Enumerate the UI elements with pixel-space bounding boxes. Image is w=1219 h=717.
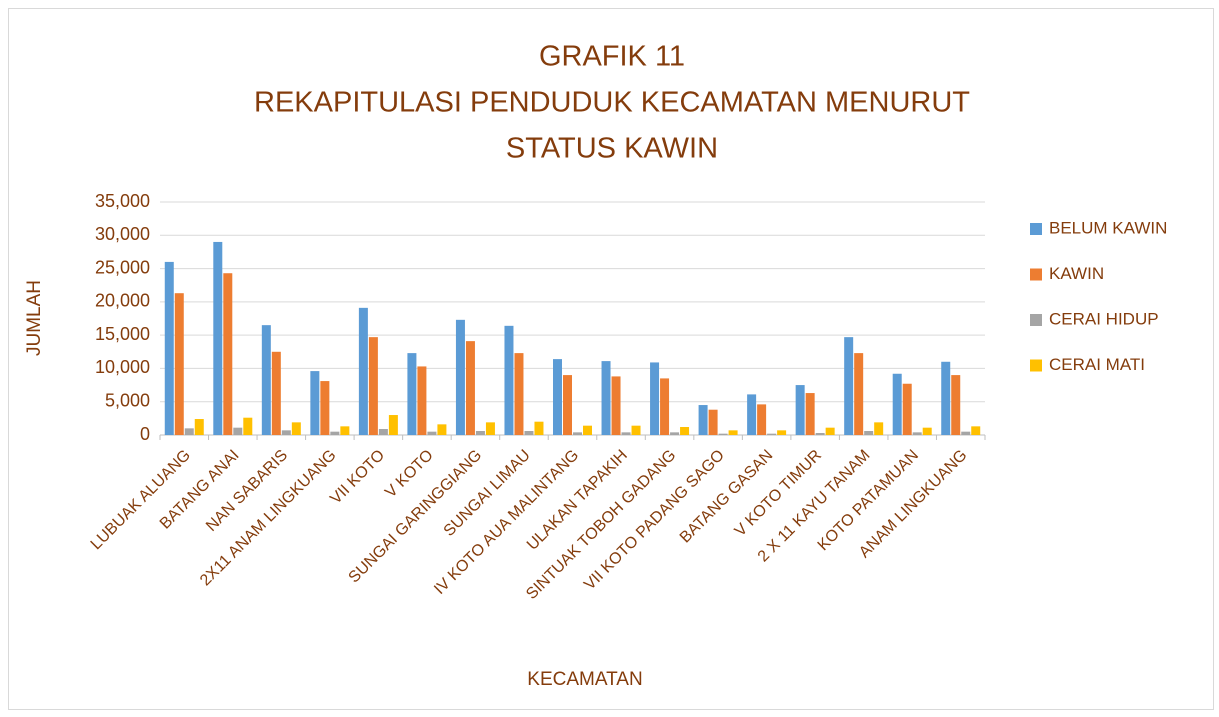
y-tick-label: 15,000: [95, 324, 150, 344]
bar: [291, 422, 301, 435]
bar: [330, 431, 340, 435]
legend-swatch: [1030, 314, 1042, 326]
bar: [475, 431, 485, 435]
chart-frame: [8, 8, 1214, 710]
bar: [631, 425, 641, 435]
y-tick-label: 35,000: [95, 191, 150, 211]
y-tick-label: 25,000: [95, 257, 150, 277]
y-tick-label: 10,000: [95, 357, 150, 377]
bar: [698, 405, 708, 435]
bar: [912, 432, 922, 435]
chart-title: REKAPITULASI PENDUDUK KECAMATAN MENURUT: [254, 87, 970, 119]
bar: [184, 428, 194, 435]
bar: [874, 422, 884, 435]
bar: [902, 383, 912, 435]
bar: [514, 353, 524, 435]
bar: [534, 421, 544, 435]
bar: [243, 417, 253, 435]
y-tick-label: 0: [140, 424, 150, 444]
bar: [708, 409, 718, 435]
x-axis-title: KECAMATAN: [527, 669, 642, 690]
chart-title: STATUS KAWIN: [506, 133, 718, 165]
bar: [358, 307, 368, 435]
bar: [922, 427, 932, 435]
bar: [650, 362, 660, 435]
bar: [310, 371, 320, 435]
bar: [194, 419, 204, 435]
bar: [427, 431, 437, 435]
bar: [504, 325, 514, 435]
bar: [961, 431, 971, 435]
bar: [757, 404, 767, 435]
y-axis-title: JUMLAH: [24, 280, 45, 356]
legend-label: KAWIN: [1049, 264, 1104, 283]
legend-label: BELUM KAWIN: [1049, 218, 1167, 237]
chart-title: GRAFIK 11: [539, 41, 685, 73]
bar: [825, 427, 835, 435]
bar: [718, 433, 728, 435]
bar: [611, 376, 621, 435]
y-tick-label: 30,000: [95, 224, 150, 244]
bar: [261, 325, 271, 435]
bar: [271, 351, 281, 435]
bar: [680, 427, 690, 435]
legend-label: CERAI MATI: [1049, 355, 1145, 374]
bar: [320, 381, 330, 435]
legend-swatch: [1030, 268, 1042, 281]
bar: [805, 393, 815, 435]
bar: [951, 375, 961, 435]
bar: [437, 424, 447, 435]
bar: [340, 426, 350, 435]
bar: [233, 427, 243, 435]
bar: [892, 373, 902, 435]
legend-label: CERAI HIDUP: [1049, 309, 1159, 328]
bar: [368, 337, 378, 435]
bar: [767, 433, 777, 435]
bar: [795, 385, 805, 435]
bar: [407, 353, 417, 435]
legend-swatch: [1030, 223, 1042, 235]
bar: [281, 430, 291, 435]
bar: [941, 361, 951, 435]
y-tick-label: 5,000: [105, 390, 150, 410]
bar: [747, 394, 757, 435]
bar: [621, 432, 631, 435]
bar: [465, 341, 475, 435]
bar: [553, 359, 562, 435]
bar: [213, 241, 223, 435]
bar: [417, 366, 427, 435]
bar: [378, 429, 388, 435]
y-tick-label: 20,000: [95, 291, 150, 311]
bar: [223, 273, 233, 435]
bar: [485, 422, 495, 435]
bar: [670, 432, 680, 435]
bar: [573, 432, 582, 435]
bar: [728, 430, 738, 435]
bar: [583, 425, 592, 435]
bar: [455, 319, 465, 435]
bar: [777, 430, 787, 435]
bar: [854, 353, 864, 435]
legend-swatch: [1030, 359, 1042, 372]
bar: [563, 375, 572, 435]
bar: [815, 433, 825, 435]
bar: [601, 361, 611, 435]
bar: [174, 293, 184, 435]
bar: [864, 431, 874, 435]
bar: [844, 337, 854, 435]
bar: [388, 415, 398, 435]
bar: [524, 431, 534, 435]
bar: [660, 378, 670, 435]
bar: [971, 426, 981, 435]
bar: [164, 261, 174, 435]
